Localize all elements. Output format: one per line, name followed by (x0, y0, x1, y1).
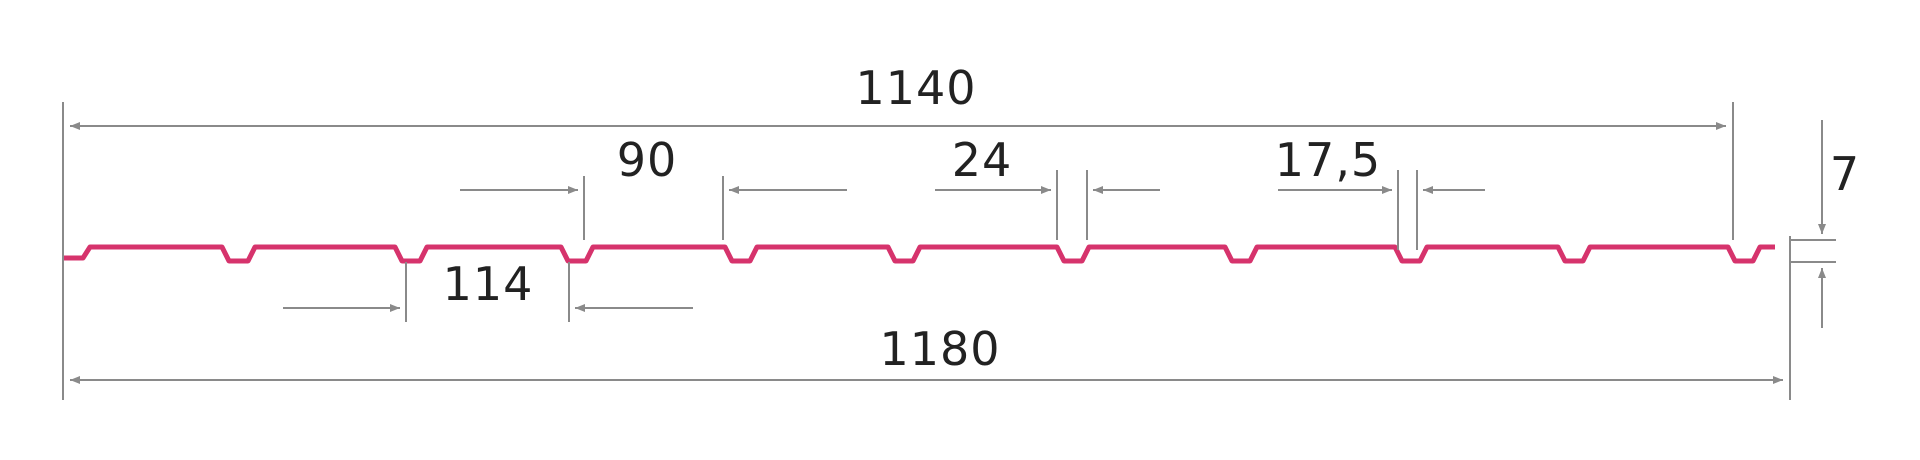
sheet-profile (63, 244, 1775, 264)
dimension-90 (460, 176, 847, 240)
dimension-1180 (70, 236, 1791, 400)
dimension-7 (1790, 120, 1836, 328)
dimension-17-5 (1278, 170, 1485, 250)
label-90: 90 (617, 133, 678, 187)
label-7: 7 (1830, 147, 1860, 201)
label-114: 114 (443, 257, 534, 311)
dimension-24 (935, 170, 1160, 240)
label-17-5: 17,5 (1275, 133, 1381, 187)
label-24: 24 (952, 133, 1013, 187)
label-1180: 1180 (879, 322, 1000, 376)
dimension-114 (283, 262, 693, 322)
dimension-1140 (62, 102, 1734, 400)
label-1140: 1140 (855, 61, 976, 115)
